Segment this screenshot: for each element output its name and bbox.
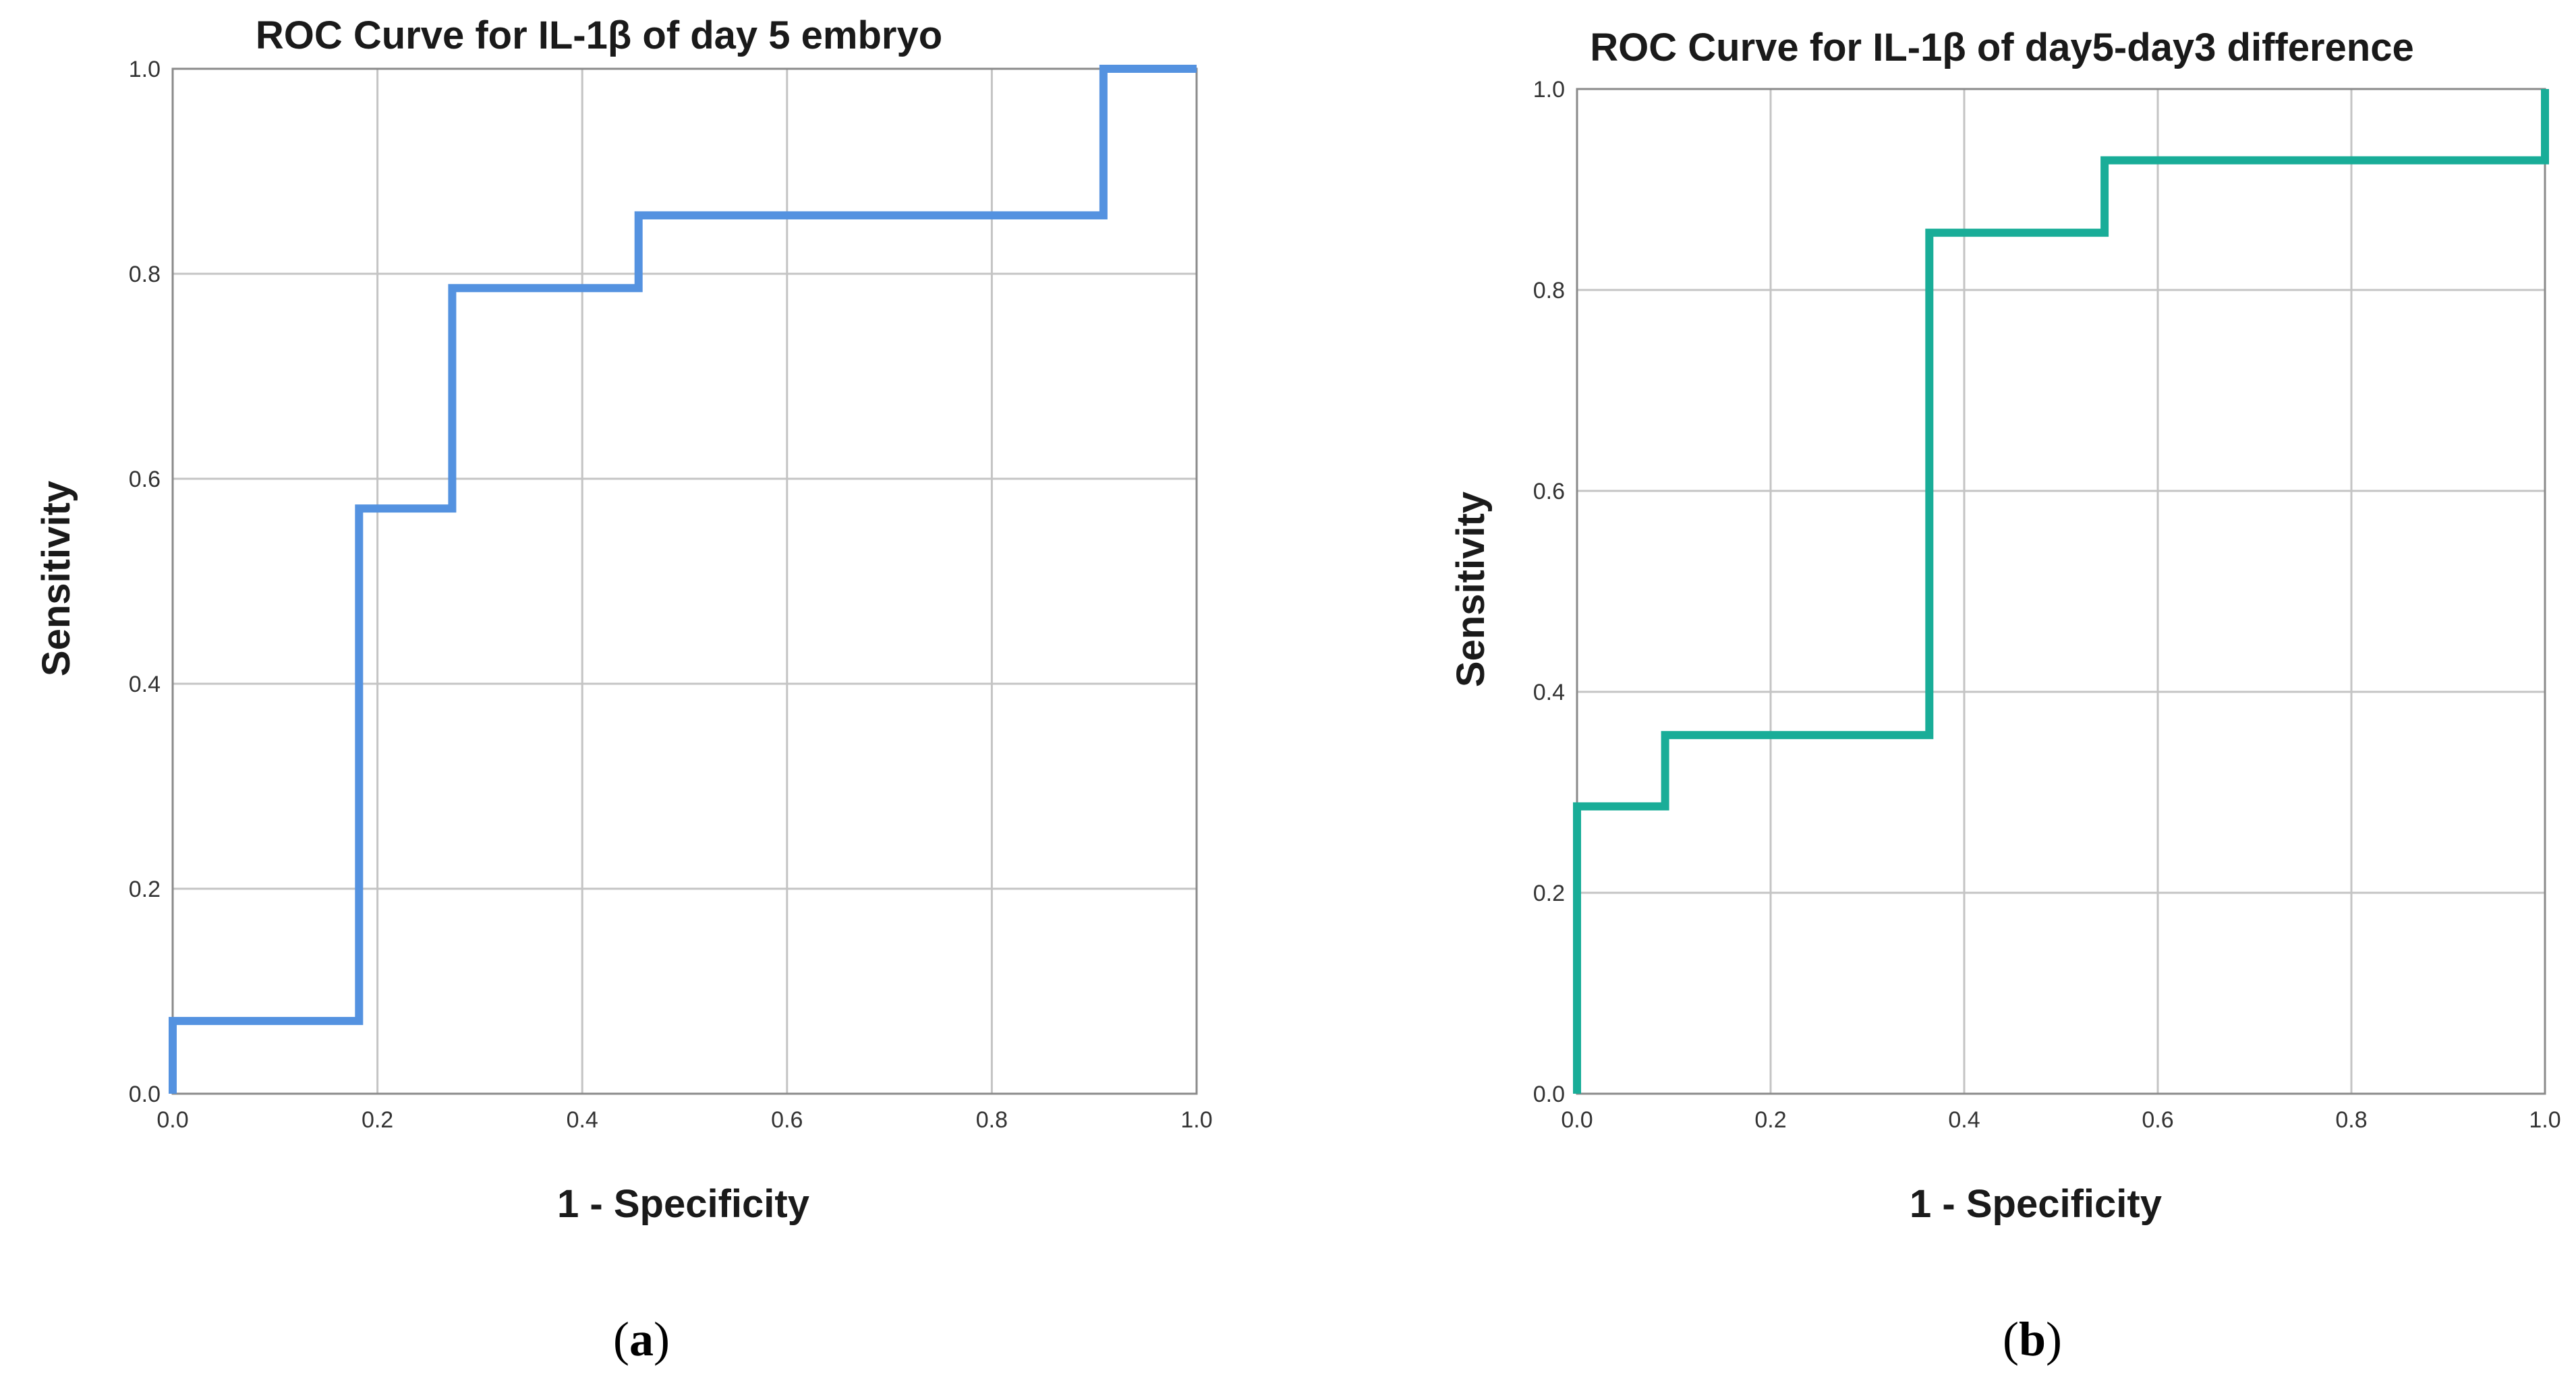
y-tick-label-a-1: 0.2 — [129, 877, 161, 902]
grid-b — [1576, 88, 2546, 1095]
x-tick-label-b-0: 0.0 — [1561, 1107, 1593, 1133]
x-axis-label-b: 1 - Specificity — [1910, 1182, 2162, 1226]
x-tick-label-b-1: 0.2 — [1754, 1107, 1786, 1133]
y-tick-label-b-0: 0.0 — [1533, 1082, 1565, 1107]
y-tick-label-a-5: 1.0 — [129, 57, 161, 82]
x-tick-label-a-1: 0.2 — [362, 1107, 393, 1133]
y-axis-label-b: Sensitivity — [1449, 492, 1493, 687]
plot-frame-b — [1576, 88, 2546, 1095]
y-tick-label-b-2: 0.4 — [1533, 680, 1565, 705]
y-axis-label-a: Sensitivity — [34, 481, 78, 676]
grid-a — [171, 67, 1198, 1095]
y-tick-label-b-3: 0.6 — [1533, 479, 1565, 504]
y-tick-label-a-4: 0.8 — [129, 262, 161, 287]
roc-chart-a: ROC Curve for IL-1β of day 5 embryo 0.0 0… — [34, 13, 1213, 1366]
roc-curve-a — [169, 65, 1197, 1094]
roc-curve-b — [1573, 89, 2549, 1094]
x-tick-label-a-3: 0.6 — [771, 1107, 803, 1133]
x-tick-label-a-2: 0.4 — [567, 1107, 598, 1133]
x-tick-label-a-0: 0.0 — [156, 1107, 188, 1133]
y-tick-label-b-5: 1.0 — [1533, 77, 1565, 102]
y-tick-label-a-3: 0.6 — [129, 467, 161, 492]
x-axis-label-a: 1 - Specificity — [557, 1182, 809, 1226]
x-tick-label-b-3: 0.6 — [2142, 1107, 2173, 1133]
x-tick-label-b-4: 0.8 — [2335, 1107, 2367, 1133]
chart-title-a: ROC Curve for IL-1β of day 5 embryo — [256, 13, 942, 57]
ticks-b: 0.0 0.2 0.4 0.6 0.8 1.0 0.0 0.2 0.4 0.6 0.8 1.0 — [1533, 77, 2561, 1133]
x-tick-label-a-4: 0.8 — [976, 1107, 1008, 1133]
ticks-a: 0.0 0.2 0.4 0.6 0.8 1.0 0.0 0.2 0.4 0.6 0.8 1.0 — [129, 57, 1213, 1133]
y-tick-label-a-2: 0.4 — [129, 672, 161, 697]
y-tick-label-b-1: 0.2 — [1533, 881, 1565, 906]
panel-label-b: (b) — [2003, 1312, 2062, 1366]
chart-title-b: ROC Curve for IL-1β of day5-day3 differe… — [1590, 26, 2413, 69]
plot-frame-a — [171, 67, 1198, 1095]
x-tick-label-a-5: 1.0 — [1180, 1107, 1212, 1133]
y-tick-label-a-0: 0.0 — [129, 1082, 161, 1107]
panel-label-a: (a) — [613, 1312, 670, 1366]
x-tick-label-b-5: 1.0 — [2529, 1107, 2560, 1133]
y-tick-label-b-4: 0.8 — [1533, 278, 1565, 303]
roc-chart-b: ROC Curve for IL-1β of day5-day3 differe… — [1449, 26, 2561, 1366]
x-tick-label-b-2: 0.4 — [1948, 1107, 1980, 1133]
